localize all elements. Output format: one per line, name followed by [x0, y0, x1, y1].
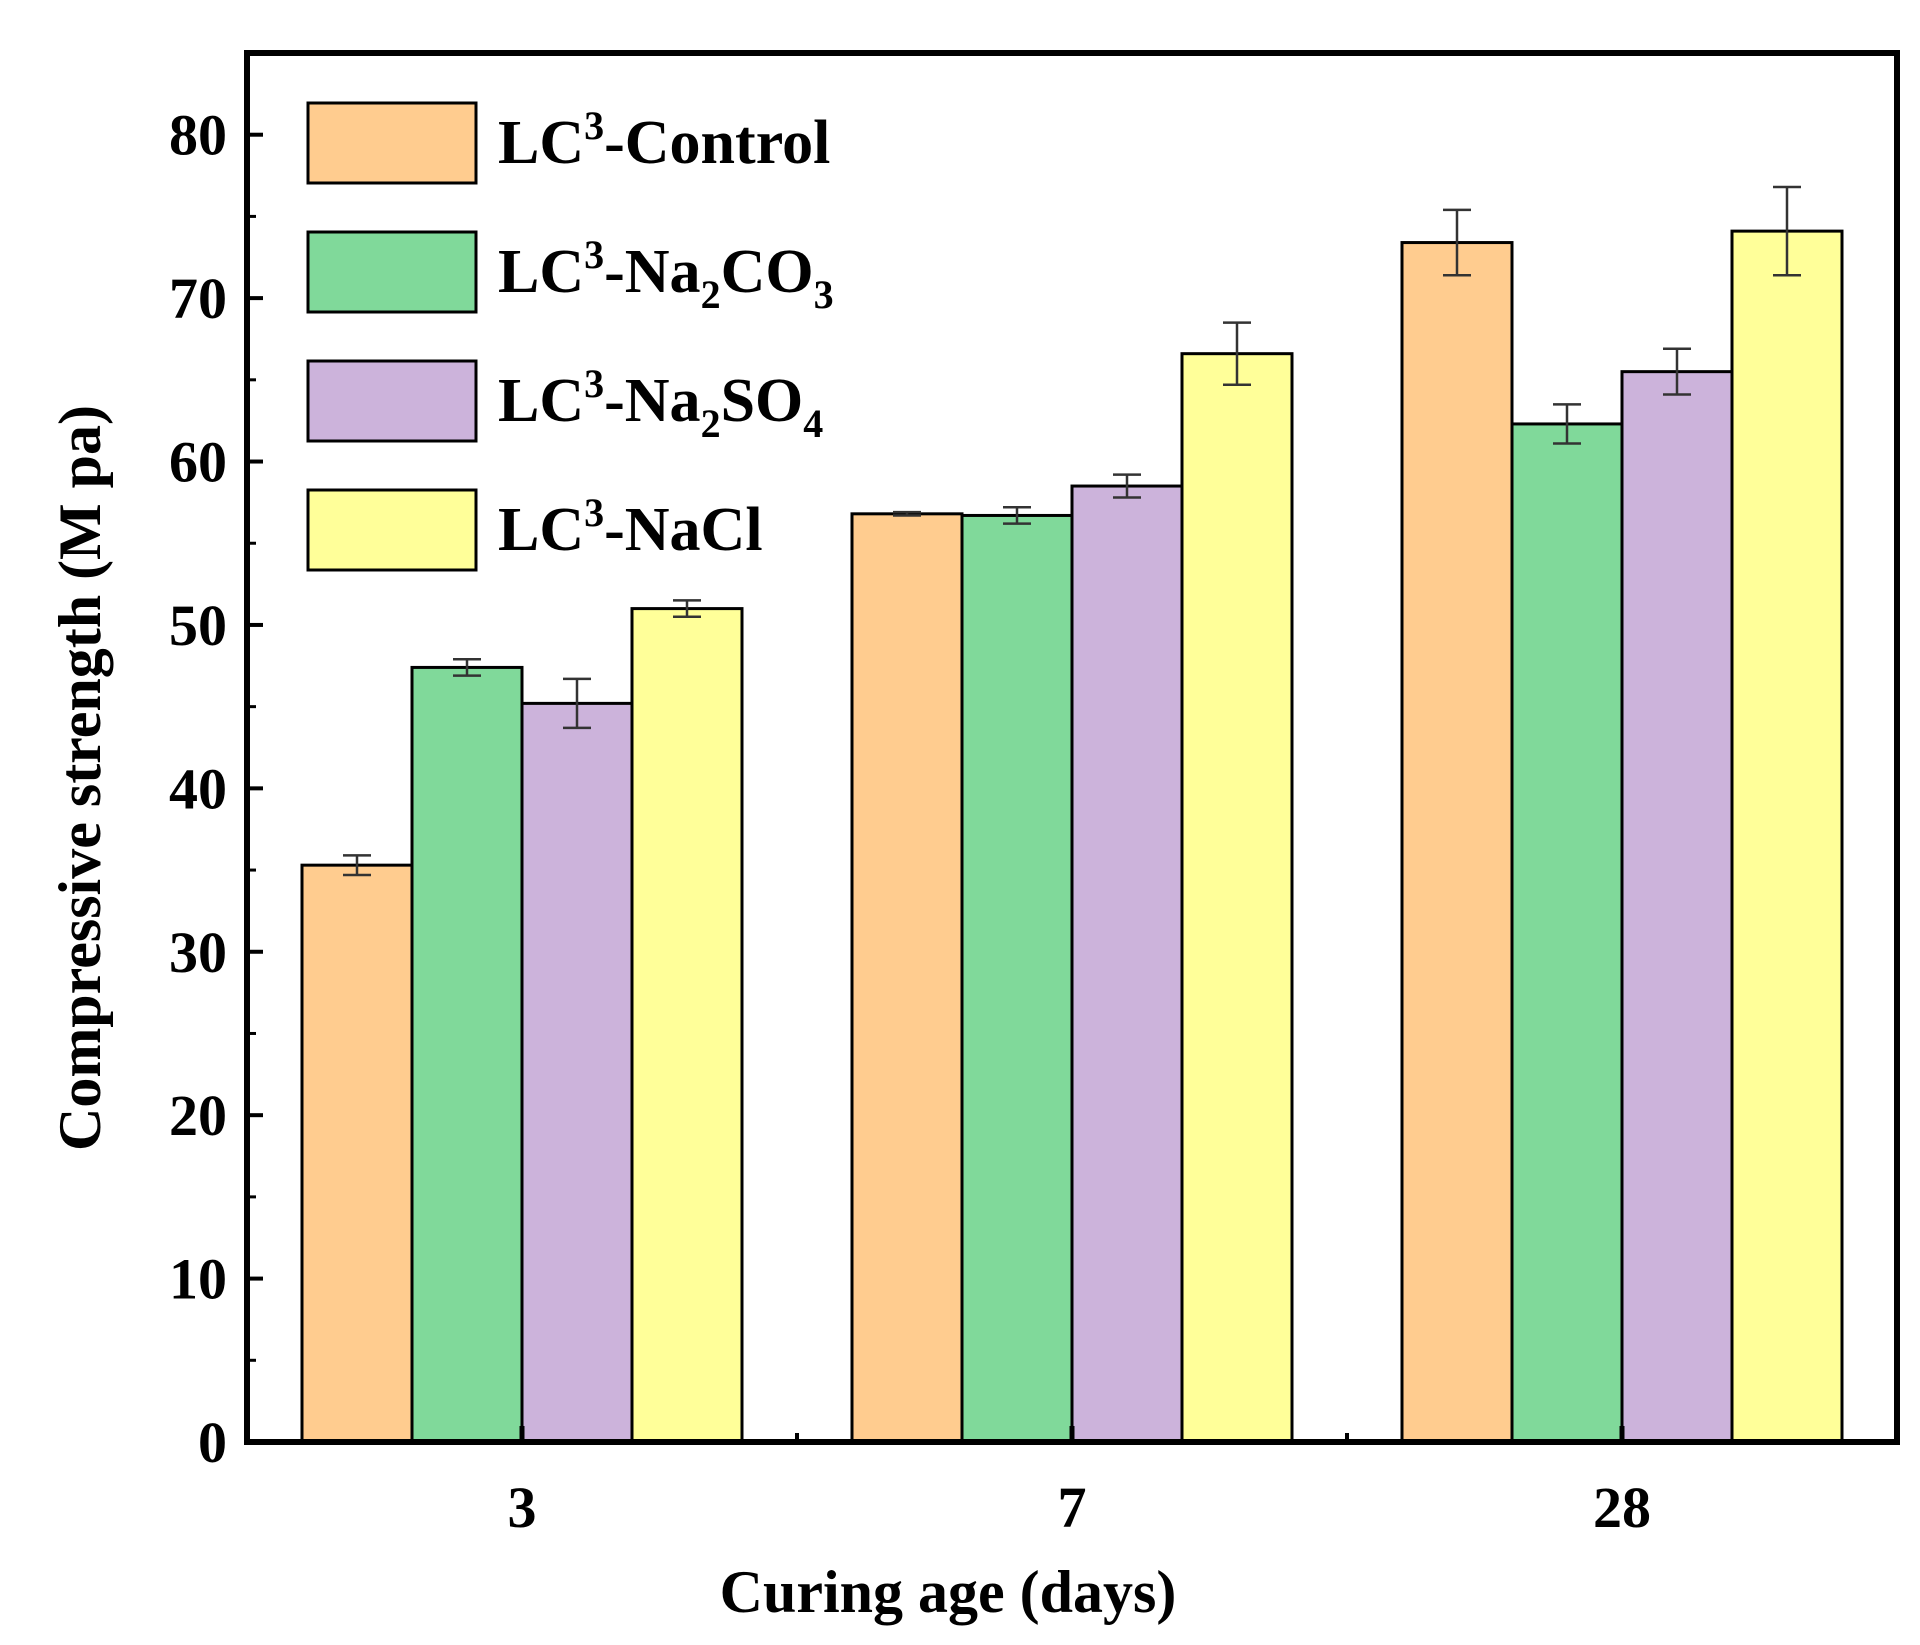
- bar-LC3-Control-3: [300, 863, 414, 1444]
- legend-text-part: 2: [701, 272, 721, 317]
- legend-label-LC3-Na2SO4: LC3-Na2SO4: [498, 361, 823, 446]
- legend-label-LC3-Control: LC3-Control: [498, 103, 830, 177]
- legend-text-part: -Control: [604, 109, 830, 177]
- y-tick-label: 50: [169, 593, 227, 658]
- bar-LC3-Control-28: [1400, 241, 1514, 1444]
- legend-text-part: LC: [498, 109, 584, 177]
- bar-LC3-Na2SO4-3: [520, 701, 634, 1444]
- legend-text-part: 3: [584, 361, 604, 406]
- bar-LC3-NaCl-28: [1730, 229, 1844, 1444]
- legend-label-LC3-Na2CO3: LC3-Na2CO3: [498, 232, 834, 317]
- legend-swatch-LC3-Na2CO3: [306, 230, 478, 314]
- x-tick-label: 3: [508, 1475, 537, 1540]
- y-tick-label: 70: [169, 266, 227, 331]
- legend-label-LC3-NaCl: LC3-NaCl: [498, 490, 763, 564]
- y-tick-label: 40: [169, 756, 227, 821]
- y-tick-label: 60: [169, 430, 227, 495]
- legend-text-part: 3: [584, 232, 604, 277]
- legend-text-part: LC: [498, 496, 584, 564]
- bar-LC3-NaCl-7: [1180, 352, 1294, 1444]
- bar-LC3-Na2SO4-7: [1070, 484, 1184, 1444]
- bars-layer: [300, 229, 1844, 1444]
- legend-text-part: CO: [721, 238, 814, 306]
- legend-text-part: -Na: [604, 238, 700, 306]
- legend-swatch-LC3-Na2SO4: [306, 359, 478, 443]
- bar-LC3-Na2SO4-28: [1620, 370, 1734, 1444]
- y-axis-title: Compressive strength (M pa): [47, 405, 113, 1151]
- legend-text-part: 3: [584, 103, 604, 148]
- y-tick-label: 10: [169, 1247, 227, 1312]
- y-tick-label: 80: [169, 103, 227, 168]
- legend-text-part: LC: [498, 238, 584, 306]
- error-bars-layer: [343, 185, 1801, 877]
- bar-LC3-Na2CO3-7: [960, 513, 1074, 1444]
- legend-swatch-LC3-Control: [306, 101, 478, 185]
- legend-text-part: LC: [498, 367, 584, 435]
- legend-text-part: 4: [803, 401, 823, 446]
- y-tick-label: 20: [169, 1083, 227, 1148]
- legend-text-part: -Na: [604, 367, 700, 435]
- legend-text-part: 3: [814, 272, 834, 317]
- x-tick-label: 28: [1593, 1475, 1651, 1540]
- legend-swatch-LC3-NaCl: [306, 488, 478, 572]
- y-tick-label: 0: [198, 1410, 227, 1475]
- legend-text-part: -NaCl: [604, 496, 762, 564]
- bar-LC3-Na2CO3-28: [1510, 422, 1624, 1444]
- legend-text-part: 3: [584, 490, 604, 535]
- legend-text-part: SO: [721, 367, 804, 435]
- bar-LC3-Na2CO3-3: [410, 665, 524, 1444]
- x-tick-label: 7: [1058, 1475, 1087, 1540]
- legend-text-part: 2: [701, 401, 721, 446]
- x-axis-title: Curing age (days): [720, 1559, 1177, 1625]
- bar-LC3-Control-7: [850, 512, 964, 1444]
- y-tick-label: 30: [169, 920, 227, 985]
- bar-LC3-NaCl-3: [630, 607, 744, 1444]
- axes-layer: 0 10 20 30 40 50 60 70 80 3 7 28: [169, 50, 1900, 1540]
